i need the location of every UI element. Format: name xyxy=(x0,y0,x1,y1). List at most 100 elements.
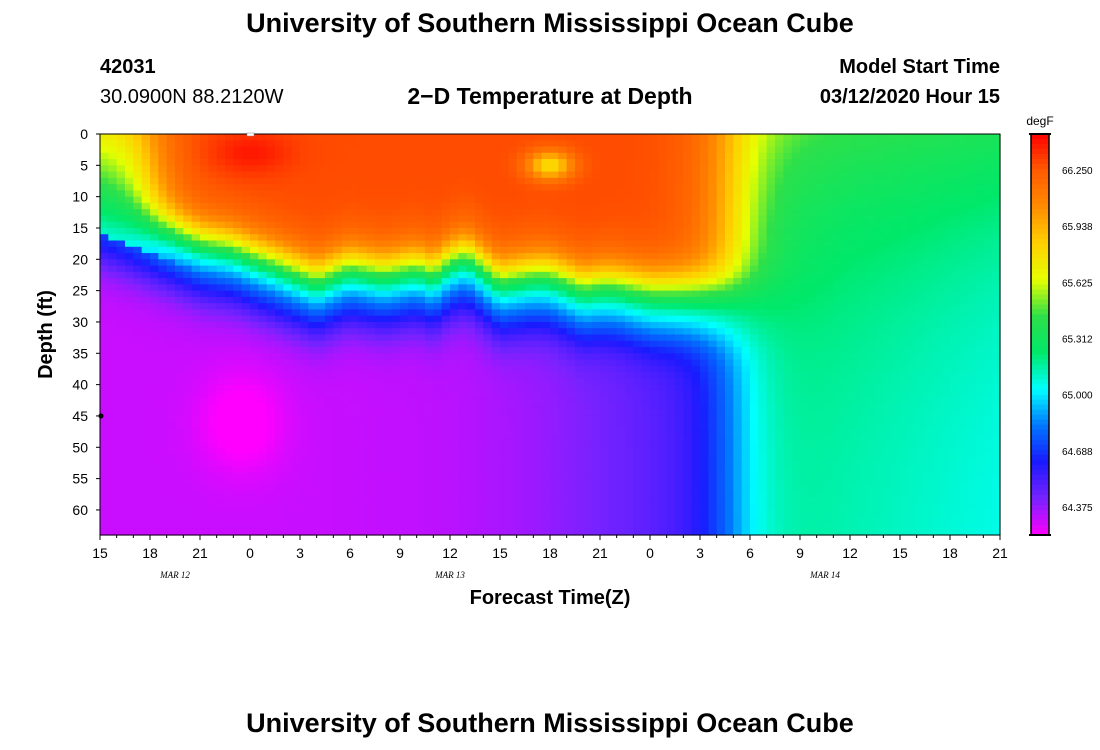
heatmap-cell xyxy=(108,328,118,336)
heatmap-cell xyxy=(608,253,618,260)
heatmap-cell xyxy=(191,372,201,379)
heatmap-cell xyxy=(375,516,384,524)
heatmap-cell xyxy=(341,209,351,217)
heatmap-cell xyxy=(475,347,484,354)
heatmap-cell xyxy=(383,334,393,342)
heatmap-cell xyxy=(450,221,459,229)
heatmap-cell xyxy=(491,503,501,511)
heatmap-cell xyxy=(125,466,134,473)
heatmap-cell xyxy=(208,347,218,354)
heatmap-cell xyxy=(216,497,226,505)
heatmap-cell xyxy=(150,309,159,317)
heatmap-cell xyxy=(341,478,351,486)
heatmap-cell xyxy=(666,184,676,191)
heatmap-cell xyxy=(433,447,443,455)
heatmap-cell xyxy=(141,365,151,373)
heatmap-cell xyxy=(366,522,376,530)
heatmap-cell xyxy=(500,190,509,198)
heatmap-cell xyxy=(333,516,343,524)
heatmap-cell xyxy=(700,315,709,323)
heatmap-cell xyxy=(283,321,293,329)
heatmap-cell xyxy=(266,503,276,511)
heatmap-cell xyxy=(416,491,426,499)
heatmap-cell xyxy=(158,472,168,480)
heatmap-cell xyxy=(191,409,201,417)
heatmap-cell xyxy=(733,522,743,530)
heatmap-cell xyxy=(466,403,476,411)
heatmap-cell xyxy=(266,309,276,317)
heatmap-cell xyxy=(191,522,201,530)
heatmap-cell xyxy=(508,478,518,486)
heatmap-cell xyxy=(533,340,543,348)
heatmap-cell xyxy=(258,321,268,329)
heatmap-cell xyxy=(683,478,693,486)
heatmap-cell xyxy=(191,184,201,191)
heatmap-cell xyxy=(383,453,393,461)
heatmap-cell xyxy=(408,397,418,405)
heatmap-cell xyxy=(416,516,426,524)
heatmap-cell xyxy=(283,271,293,279)
heatmap-cell xyxy=(391,259,401,267)
heatmap-cell xyxy=(125,177,134,185)
heatmap-cell xyxy=(633,221,643,229)
heatmap-cell xyxy=(216,509,226,517)
heatmap-cell xyxy=(608,453,618,461)
heatmap-cell xyxy=(158,484,168,492)
heatmap-cell xyxy=(550,296,559,304)
heatmap-cell xyxy=(141,509,151,517)
heatmap-cell xyxy=(508,259,518,267)
heatmap-cell xyxy=(400,265,409,273)
heatmap-cell xyxy=(416,265,426,273)
heatmap-cell xyxy=(708,284,718,292)
heatmap-cell xyxy=(500,265,509,273)
heatmap-cell xyxy=(358,340,368,348)
heatmap-cell xyxy=(125,234,134,242)
heatmap-cell xyxy=(650,259,659,267)
heatmap-cell xyxy=(225,372,234,379)
heatmap-cell xyxy=(608,165,618,173)
heatmap-cell xyxy=(291,253,301,260)
heatmap-cell xyxy=(716,165,726,173)
heatmap-cell xyxy=(666,372,676,379)
heatmap-cell xyxy=(575,403,584,411)
heatmap-cell xyxy=(691,428,701,436)
heatmap-cell xyxy=(558,384,568,392)
heatmap-cell xyxy=(433,315,443,323)
heatmap-cell xyxy=(683,522,693,530)
heatmap-cell xyxy=(258,221,268,229)
heatmap-cell xyxy=(425,271,434,279)
heatmap-cell xyxy=(150,484,159,492)
heatmap-cell xyxy=(650,171,659,179)
heatmap-cell xyxy=(500,491,509,499)
heatmap-cell xyxy=(400,434,409,442)
heatmap-cell xyxy=(141,491,151,499)
heatmap-cell xyxy=(250,196,259,204)
heatmap-cell xyxy=(400,140,409,148)
heatmap-cell xyxy=(241,227,251,235)
heatmap-cell xyxy=(241,253,251,260)
heatmap-cell xyxy=(308,202,318,210)
heatmap-cell xyxy=(658,202,668,210)
heatmap-cell xyxy=(283,334,293,342)
heatmap-cell xyxy=(408,491,418,499)
heatmap-cell xyxy=(500,240,509,248)
heatmap-cell xyxy=(166,215,176,223)
heatmap-cell xyxy=(225,321,234,329)
heatmap-cell xyxy=(416,227,426,235)
heatmap-cell xyxy=(416,472,426,480)
heatmap-cell xyxy=(725,165,734,173)
heatmap-cell xyxy=(383,390,393,398)
heatmap-cell xyxy=(116,516,126,524)
heatmap-cell xyxy=(325,340,334,348)
heatmap-cell xyxy=(158,378,168,386)
heatmap-cell xyxy=(741,309,751,317)
heatmap-cell xyxy=(550,441,559,448)
heatmap-cell xyxy=(191,140,201,148)
heatmap-cell xyxy=(633,472,643,480)
heatmap-cell xyxy=(400,466,409,473)
heatmap-cell xyxy=(616,152,626,160)
heatmap-cell xyxy=(708,215,718,223)
heatmap-cell xyxy=(541,190,551,198)
heatmap-cell xyxy=(616,372,626,379)
heatmap-cell xyxy=(508,415,518,423)
